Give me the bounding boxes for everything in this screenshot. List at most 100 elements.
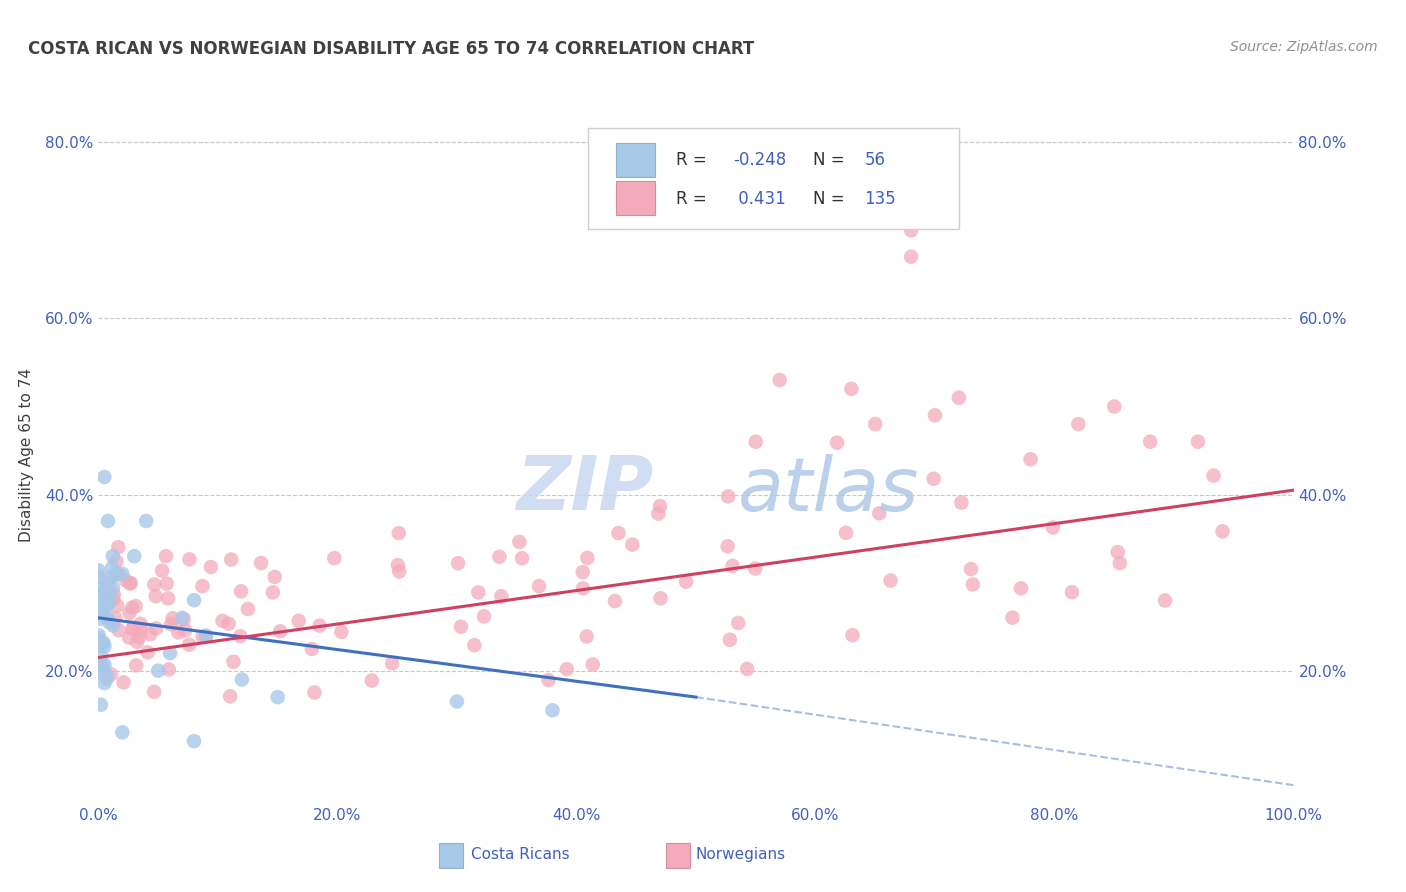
Point [157,591,180,606]
Point [463,638,485,652]
Point [118,631,141,645]
Point [104,611,127,625]
Point [89,612,111,626]
Point [148,664,170,678]
Point [103,587,125,601]
Point [218,616,240,631]
Point [825,435,848,450]
Point [94,575,117,590]
Point [191,579,214,593]
Point [159,646,181,660]
Point [90,596,112,610]
Point [118,606,141,620]
Point [388,526,411,541]
Point [105,554,128,568]
Point [950,495,973,509]
Point [450,620,472,634]
Point [98,615,121,629]
Point [183,593,205,607]
Point [115,574,138,588]
Point [269,624,291,639]
Point [183,734,205,748]
Point [555,662,578,676]
Point [1042,520,1064,534]
Point [841,382,863,396]
Point [200,560,222,574]
Point [87,632,110,647]
Point [828,205,851,219]
Point [91,666,114,681]
Point [139,627,162,641]
Point [267,690,290,705]
Point [222,655,245,669]
Point [121,622,143,636]
Point [145,622,167,636]
Point [100,570,122,584]
Point [96,595,118,609]
Point [160,617,183,632]
Point [96,599,118,613]
Point [229,584,252,599]
Point [107,624,129,638]
Point [121,600,143,615]
Text: COSTA RICAN VS NORWEGIAN DISABILITY AGE 65 TO 74 CORRELATION CHART: COSTA RICAN VS NORWEGIAN DISABILITY AGE … [28,40,755,58]
FancyBboxPatch shape [616,144,655,177]
Point [360,673,382,688]
Point [145,589,167,603]
Point [231,673,253,687]
Point [172,611,194,625]
Point [650,591,672,606]
Text: N =: N = [813,151,851,169]
Point [962,577,984,591]
Point [143,685,166,699]
Point [90,604,112,618]
Point [879,574,901,588]
Point [124,549,146,564]
Point [488,549,510,564]
Point [576,550,599,565]
Text: 135: 135 [865,190,896,208]
Point [621,538,644,552]
Point [90,698,112,712]
Point [900,250,922,264]
Point [195,628,218,642]
Point [103,618,125,632]
Point [128,630,150,644]
Point [287,614,309,628]
Point [491,589,513,603]
Point [647,507,669,521]
Point [607,526,630,541]
Point [924,409,946,423]
Point [1104,400,1126,414]
Point [467,585,489,599]
Point [101,549,124,564]
Point [472,609,495,624]
Point [304,685,326,699]
Point [603,594,626,608]
Point [835,525,858,540]
Point [1212,524,1234,539]
Point [717,490,740,504]
Point [98,591,121,606]
Point [537,673,560,687]
Point [167,625,190,640]
Y-axis label: Disability Age 65 to 74: Disability Age 65 to 74 [18,368,34,542]
Point [868,506,890,520]
Point [194,630,217,644]
Point [250,556,273,570]
Point [387,558,409,573]
Point [91,586,114,600]
Text: Costa Ricans: Costa Ricans [471,847,569,863]
Point [1108,556,1130,570]
Point [572,582,595,596]
Point [744,561,766,575]
Point [91,589,114,603]
Point [717,539,740,553]
Point [162,611,184,625]
Point [89,606,111,620]
Point [155,549,177,564]
Point [125,658,148,673]
FancyBboxPatch shape [666,843,690,868]
Point [96,668,118,682]
Point [510,551,533,566]
